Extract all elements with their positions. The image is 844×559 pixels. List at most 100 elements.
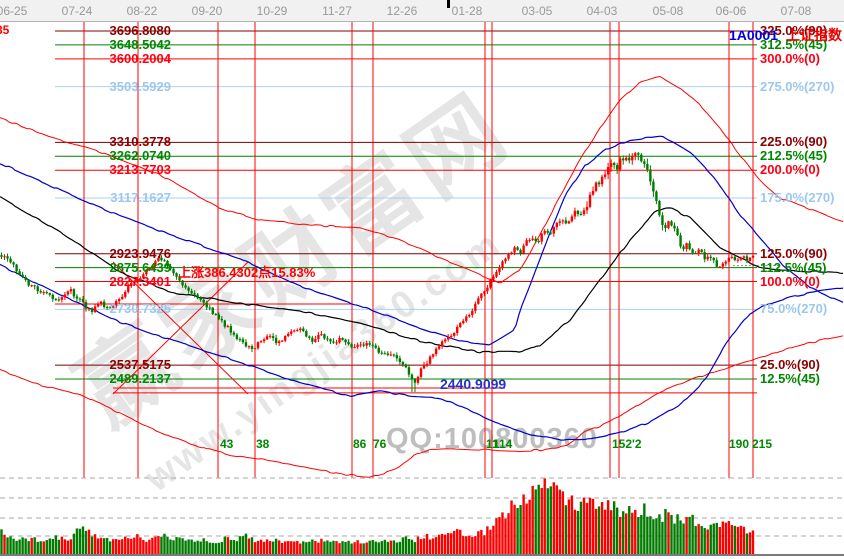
candle-body <box>715 260 718 267</box>
volume-bar <box>320 538 323 555</box>
volume-bar <box>558 489 562 555</box>
volume-bar <box>640 514 643 555</box>
volume-bar <box>528 499 531 555</box>
volume-bar <box>377 542 380 555</box>
candle-body <box>564 220 568 224</box>
candle-body <box>51 294 55 299</box>
candle-body <box>446 336 450 340</box>
volume-bar <box>114 539 118 555</box>
candle-body <box>486 287 489 292</box>
volume-bar <box>637 517 640 555</box>
candle-body <box>449 335 453 337</box>
candle-body <box>214 313 217 315</box>
volume-bar <box>175 537 178 555</box>
volume-bar <box>90 536 94 555</box>
volume-bar <box>673 523 676 555</box>
volume-bar <box>202 538 205 555</box>
candle-body <box>63 294 67 298</box>
volume-bar <box>15 540 18 555</box>
volume-bar <box>205 541 208 555</box>
volume-bar <box>108 541 112 555</box>
volume-bar <box>546 488 549 555</box>
volume-bar <box>519 505 522 555</box>
candle-body <box>184 285 187 288</box>
volume-bar <box>271 541 275 555</box>
candle-body <box>468 314 471 317</box>
candle-body <box>262 339 266 342</box>
volume-bar <box>492 525 495 555</box>
candle-body <box>139 278 142 280</box>
volume-bar <box>667 512 670 555</box>
candle-body <box>133 282 136 284</box>
volume-bar <box>299 543 302 555</box>
volume-bar <box>124 536 127 555</box>
candle-body <box>404 364 408 368</box>
candle-body <box>570 216 574 222</box>
volume-bar <box>0 529 3 555</box>
candle-body <box>748 257 752 262</box>
candle-body <box>389 354 393 356</box>
volume-bar <box>93 534 97 555</box>
volume-bar <box>214 543 217 555</box>
volume-bar <box>440 533 444 555</box>
candle-body <box>36 286 39 292</box>
volume-bar <box>615 507 619 555</box>
volume-bar <box>419 539 423 555</box>
volume-bar <box>142 539 145 555</box>
candle-body <box>87 308 91 310</box>
volume-bar <box>709 524 712 555</box>
volume-bar <box>362 543 365 555</box>
volume-bar <box>39 541 42 555</box>
volume-bar <box>163 533 166 555</box>
volume-bar <box>679 520 682 555</box>
candle-body <box>235 334 239 340</box>
volume-bar <box>721 521 725 555</box>
volume-bar <box>347 540 350 555</box>
volume-bar <box>480 529 483 555</box>
candle-body <box>84 302 88 309</box>
volume-bar <box>317 542 320 555</box>
candle-body <box>226 326 230 328</box>
volume-bar <box>733 525 737 555</box>
candle-body <box>323 334 326 339</box>
candle-body <box>81 299 85 303</box>
candle-body <box>24 277 27 280</box>
volume-bar <box>389 540 393 555</box>
volume-bar <box>649 516 652 555</box>
volume-bar <box>745 533 749 555</box>
candle-body <box>335 342 338 344</box>
volume-bar <box>359 543 362 555</box>
candle-body <box>118 299 121 302</box>
candle-body <box>579 214 583 216</box>
volume-bar <box>612 501 616 555</box>
volume-bar <box>416 536 420 555</box>
volume-bar <box>127 538 130 555</box>
volume-bar <box>540 487 543 555</box>
volume-bar <box>625 513 628 555</box>
volume-bar <box>105 537 109 555</box>
candle-body <box>290 331 293 334</box>
candle-body <box>386 353 390 355</box>
candle-body <box>465 316 468 321</box>
volume-bar <box>446 532 450 555</box>
volume-bar <box>594 508 598 555</box>
volume-bar <box>353 542 356 555</box>
candle-body <box>431 354 435 357</box>
candle-body <box>127 286 130 292</box>
candle-body <box>462 320 465 324</box>
volume-bar <box>45 540 48 555</box>
volume-bar <box>462 536 465 555</box>
volume-bar <box>655 518 658 555</box>
candle-body <box>437 346 441 349</box>
candle-body <box>600 176 604 185</box>
volume-bar <box>498 517 501 555</box>
volume-bar <box>443 534 447 555</box>
candle-body <box>244 342 248 347</box>
candle-body <box>543 230 546 234</box>
candle-body <box>220 318 224 321</box>
volume-bar <box>223 536 227 555</box>
candle-body <box>320 334 323 336</box>
volume-bar <box>751 530 755 555</box>
candle-body <box>697 249 700 253</box>
volume-bar <box>727 521 731 555</box>
